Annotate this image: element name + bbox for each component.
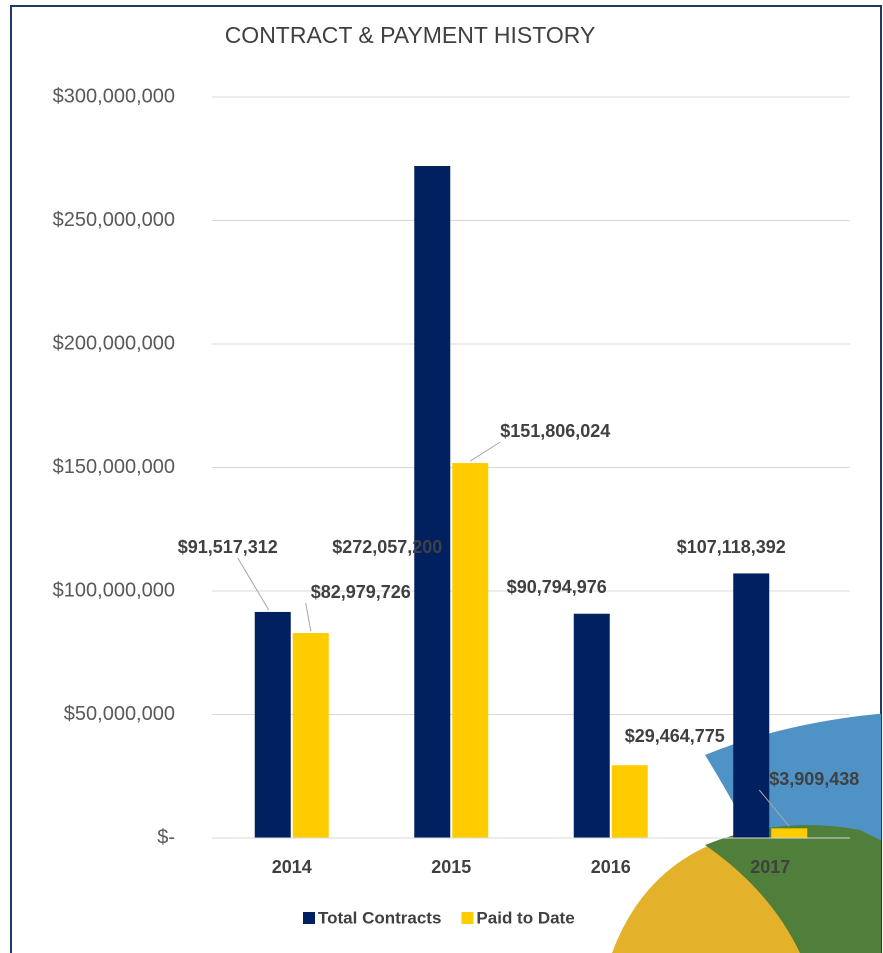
y-tick-label: $300,000,000 (53, 85, 175, 107)
legend-swatch (461, 912, 474, 924)
y-tick-label: $50,000,000 (64, 703, 175, 725)
data-label: $90,794,976 (507, 577, 607, 597)
bar (733, 573, 770, 838)
legend-swatch (303, 912, 315, 924)
bar (771, 828, 808, 838)
leader-line (758, 789, 790, 827)
y-tick-label: $- (157, 826, 175, 848)
y-tick-label: $200,000,000 (53, 332, 175, 354)
x-tick-label: 2015 (431, 857, 471, 877)
data-label: $3,909,438 (769, 769, 859, 789)
leader-line (305, 602, 312, 632)
y-tick-label: $150,000,000 (53, 456, 175, 478)
leader-line (237, 557, 270, 611)
legend-label: Paid to Date (476, 908, 574, 927)
x-tick-label: 2017 (750, 857, 790, 877)
chart-title: CONTRACT & PAYMENT HISTORY (225, 22, 596, 48)
data-label: $82,979,726 (311, 582, 411, 602)
x-tick-label: 2016 (591, 857, 631, 877)
legend-label: Total Contracts (318, 908, 441, 927)
data-label: $91,517,312 (178, 537, 278, 557)
data-label: $29,464,775 (625, 726, 725, 746)
bar (573, 613, 610, 838)
bar (452, 463, 489, 838)
data-label: $272,057,200 (332, 537, 442, 557)
y-tick-label: $100,000,000 (53, 579, 175, 601)
x-tick-label: 2014 (272, 857, 312, 877)
y-tick-label: $250,000,000 (53, 209, 175, 231)
bar (292, 633, 329, 838)
data-label: $107,118,392 (677, 537, 786, 557)
data-label: $151,806,024 (500, 421, 610, 441)
bar (414, 166, 451, 838)
bar (611, 765, 648, 838)
leader-line (469, 441, 501, 462)
bar (254, 611, 291, 838)
deco-green (705, 825, 881, 953)
